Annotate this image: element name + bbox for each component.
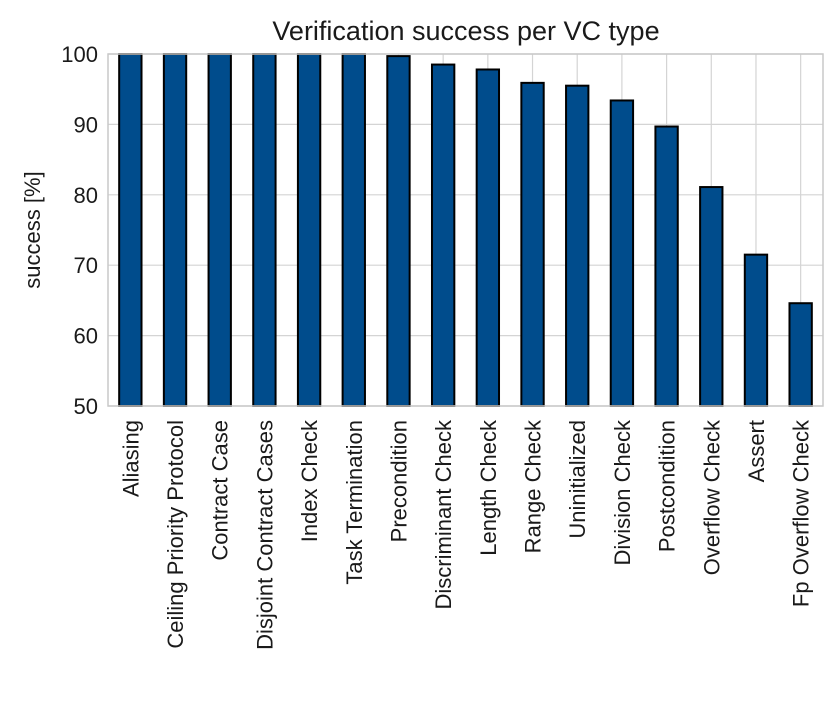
x-tick-label: Precondition (386, 420, 411, 542)
bar-range-check (520, 81, 545, 407)
bar-discriminant-check (430, 63, 456, 407)
bar-aliasing (118, 53, 143, 407)
x-tick-label: Aliasing (118, 420, 143, 497)
x-tick-label: Range Check (521, 419, 546, 553)
y-tick-label: 100 (61, 42, 98, 67)
y-tick-label: 80 (74, 183, 98, 208)
y-tick-label: 70 (74, 253, 98, 278)
bar-postcondition (654, 125, 679, 408)
y-axis-label: success [%] (20, 171, 45, 288)
y-tick-label: 90 (74, 112, 98, 137)
x-tick-label: Division Check (610, 419, 635, 565)
x-tick-label: Contract Case (208, 420, 233, 561)
x-tick-label: Disjoint Contract Cases (252, 420, 277, 650)
bar-task-termination (341, 53, 366, 407)
x-tick-label: Overflow Check (699, 419, 724, 575)
bar-fp-overflow-check (788, 302, 813, 407)
bar-ceiling-priority-protocol (162, 53, 188, 407)
x-tick-label: Fp Overflow Check (789, 419, 814, 607)
x-tick-label: Task Termination (342, 420, 367, 585)
y-tick-label: 60 (74, 324, 98, 349)
x-tick-label: Assert (744, 420, 769, 482)
x-tick-label: Postcondition (655, 420, 680, 552)
bar-length-check (475, 68, 501, 407)
bar-precondition (386, 55, 411, 407)
x-tick-label: Ceiling Priority Protocol (163, 420, 188, 649)
bar-overflow-check (699, 186, 724, 407)
bar-uninitialized (565, 84, 590, 408)
y-tick-label: 50 (74, 394, 98, 419)
x-tick-label: Uninitialized (565, 420, 590, 539)
bar-disjoint-contract-cases (252, 53, 277, 407)
bar-index-check (296, 53, 322, 407)
plot-frame (107, 53, 824, 407)
x-tick-labels: Aliasing Ceiling Priority Protocol Contrac… (118, 419, 813, 650)
x-tick-label: Length Check (476, 419, 501, 556)
y-tick-labels: 50 60 70 80 90 100 (61, 42, 98, 419)
x-tick-label: Discriminant Check (431, 419, 456, 609)
bar-assert (743, 253, 769, 407)
bar-contract-case (207, 53, 232, 407)
bars (118, 53, 813, 408)
bar-division-check (609, 99, 635, 408)
x-tick-label: Index Check (297, 419, 322, 542)
chart-title: Verification success per VC type (272, 16, 659, 46)
